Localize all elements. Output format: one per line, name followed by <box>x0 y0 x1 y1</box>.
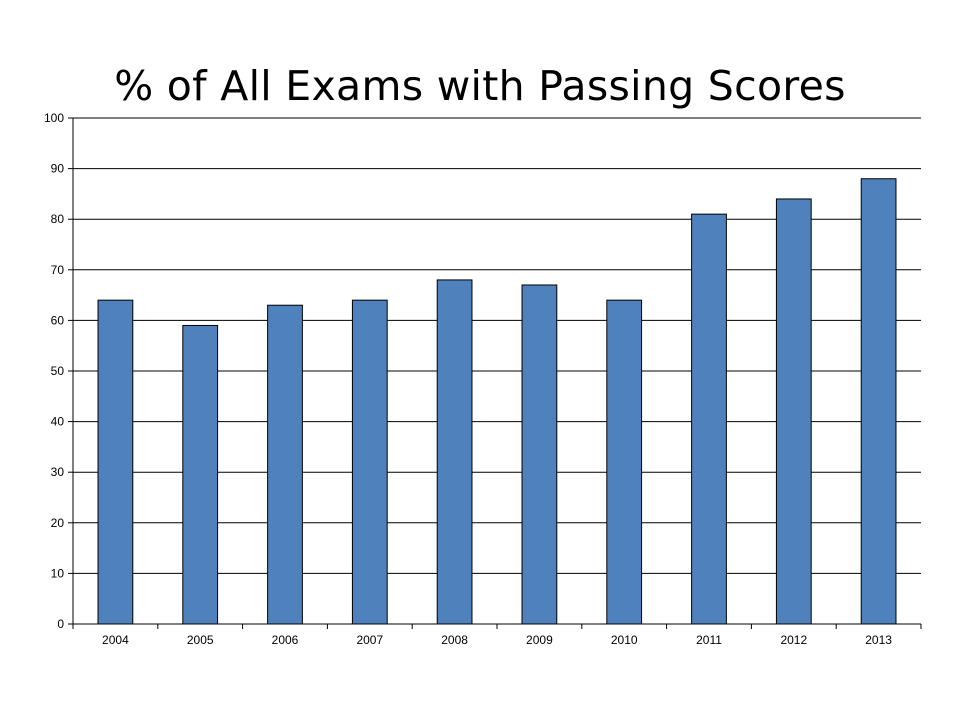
x-tick-label: 2013 <box>865 633 892 647</box>
y-tick-label: 40 <box>51 415 65 429</box>
y-tick-label: 30 <box>51 465 65 479</box>
y-tick-label: 60 <box>51 313 65 327</box>
bar <box>860 178 897 625</box>
y-tick-label: 10 <box>51 566 65 580</box>
bar <box>97 299 134 625</box>
bar <box>351 299 388 625</box>
y-tick-label: 100 <box>44 111 64 125</box>
bar <box>436 279 473 625</box>
x-tick-label: 2005 <box>187 633 214 647</box>
y-tick-label: 90 <box>51 162 65 176</box>
y-tick-label: 80 <box>51 212 65 226</box>
x-tick-label: 2012 <box>780 633 807 647</box>
x-tick-label: 2008 <box>441 633 468 647</box>
x-tick-label: 2004 <box>102 633 129 647</box>
bar <box>775 198 812 625</box>
x-tick-label: 2006 <box>272 633 299 647</box>
y-tick-label: 70 <box>51 263 65 277</box>
x-tick-label: 2011 <box>696 633 722 647</box>
bar <box>267 304 303 625</box>
x-tick-label: 2010 <box>611 633 638 647</box>
x-tick-label: 2007 <box>356 633 383 647</box>
y-tick-label: 20 <box>51 516 65 530</box>
x-tick-label: 2009 <box>526 633 553 647</box>
chart-title: % of All Exams with Passing Scores <box>114 62 846 110</box>
bar <box>521 284 558 625</box>
y-tick-label: 50 <box>51 364 65 378</box>
y-tick-label: 0 <box>57 617 64 631</box>
bar <box>182 324 219 625</box>
bar <box>606 299 643 625</box>
bar <box>691 213 727 625</box>
